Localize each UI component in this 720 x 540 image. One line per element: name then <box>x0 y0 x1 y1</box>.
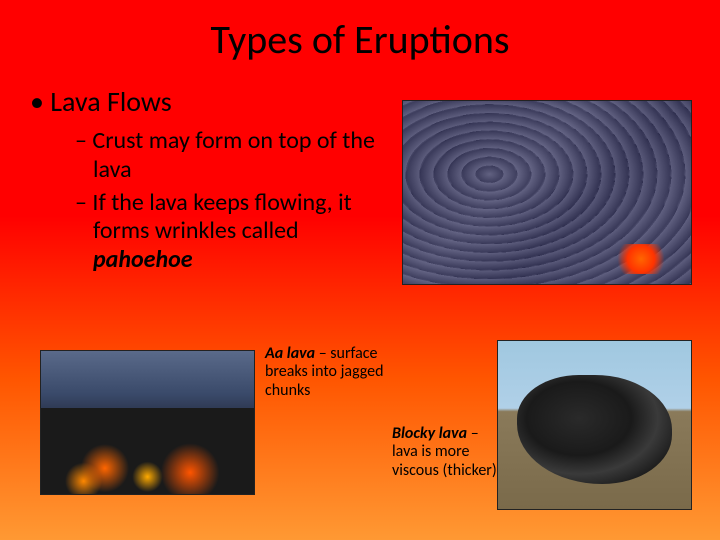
pahoehoe-term: pahoehoe <box>93 245 193 274</box>
aa-caption: Aa lava – surface breaks into jagged chu… <box>265 345 420 400</box>
sub-bullet-list: Crust may form on top of the lava If the… <box>75 127 385 275</box>
blocky-lava-image <box>497 340 692 510</box>
aa-lava-image <box>40 350 255 495</box>
aa-term: Aa lava <box>265 344 315 363</box>
pahoehoe-image <box>402 100 692 285</box>
blocky-term: Blocky lava <box>392 424 467 443</box>
sub1-text: Crust may form on top of the lava <box>92 126 375 184</box>
sub-bullet-2: If the lava keeps flowing, it forms wrin… <box>75 189 385 275</box>
slide-title: Types of Eruptions <box>0 0 720 64</box>
sub-bullet-1: Crust may form on top of the lava <box>75 127 385 185</box>
blocky-caption: Blocky lava – lava is more viscous (thic… <box>392 425 497 480</box>
sub2-text: If the lava keeps flowing, it forms wrin… <box>92 188 351 246</box>
